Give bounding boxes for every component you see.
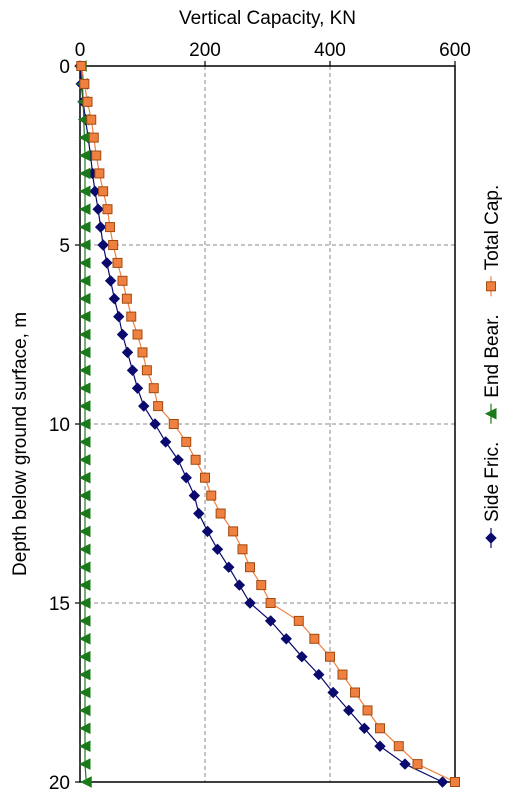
data-point [93, 204, 103, 214]
y-axis-ticks: 0 5 10 15 20 [49, 57, 80, 794]
data-point [181, 473, 191, 483]
y-tick-label: 15 [49, 594, 70, 615]
data-point [207, 491, 216, 500]
data-point [133, 383, 143, 393]
data-point [95, 169, 104, 178]
data-point [118, 330, 128, 340]
data-point [161, 437, 171, 447]
data-point [142, 366, 151, 375]
legend-item: End Bear. [482, 314, 503, 423]
data-point [400, 759, 410, 769]
data-point [102, 258, 112, 268]
legend: Side Fric. End Bear. Total Cap. [482, 185, 503, 548]
data-point [486, 533, 496, 543]
x-tick-label: 200 [189, 40, 221, 61]
legend-label: Side Fric. [482, 442, 503, 522]
data-point [99, 187, 108, 196]
data-point [189, 491, 199, 501]
y-tick-label: 20 [49, 773, 70, 794]
data-point [351, 688, 360, 697]
data-point [92, 151, 101, 160]
y-tick-label: 5 [59, 236, 70, 257]
x-tick-label: 0 [75, 40, 86, 61]
data-point [191, 455, 200, 464]
x-tick-label: 600 [439, 40, 471, 61]
data-point [363, 706, 372, 715]
data-point [123, 347, 133, 357]
data-point [89, 133, 98, 142]
y-tick-label: 10 [49, 415, 70, 436]
data-point [138, 348, 147, 357]
data-point [118, 276, 127, 285]
data-point [87, 115, 96, 124]
data-point [310, 634, 319, 643]
data-point [139, 401, 149, 411]
data-point [128, 365, 138, 375]
data-point [80, 79, 89, 88]
data-point [113, 258, 122, 267]
data-point [213, 544, 223, 554]
data-point [438, 777, 448, 787]
data-point [394, 742, 403, 751]
data-point [294, 616, 303, 625]
data-point [238, 545, 247, 554]
data-point [114, 312, 124, 322]
legend-item: Total Cap. [482, 185, 503, 297]
data-point [106, 223, 115, 232]
y-axis-title: Depth below ground surface, m [10, 312, 31, 576]
x-tick-label: 400 [314, 40, 346, 61]
data-point [234, 580, 244, 590]
data-point [216, 509, 225, 518]
y-tick-label: 0 [59, 57, 70, 78]
legend-label: End Bear. [482, 314, 503, 397]
data-point [109, 241, 118, 250]
data-point [96, 222, 106, 232]
data-point [224, 562, 234, 572]
data-point [257, 581, 266, 590]
x-axis-ticks: 0 200 400 600 [75, 40, 471, 66]
data-point [149, 384, 158, 393]
data-point [326, 652, 335, 661]
data-point [194, 509, 204, 519]
data-point [182, 437, 191, 446]
data-point [451, 778, 460, 787]
data-point [103, 205, 112, 214]
data-point [266, 599, 275, 608]
data-point [487, 282, 496, 291]
data-point [127, 312, 136, 321]
data-point [203, 526, 213, 536]
x-axis-title: Vertical Capacity, KN [179, 8, 356, 29]
data-point [173, 455, 183, 465]
data-point [154, 402, 163, 411]
data-point [246, 563, 255, 572]
gridlines [80, 66, 455, 782]
data-point [106, 276, 116, 286]
data-point [109, 294, 119, 304]
data-point [201, 473, 210, 482]
data-point [229, 527, 238, 536]
data-point [83, 97, 92, 106]
data-point [150, 419, 160, 429]
data-point [376, 724, 385, 733]
legend-item: Side Fric. [482, 442, 503, 548]
data-point [338, 670, 347, 679]
legend-label: Total Cap. [482, 185, 503, 271]
data-point [169, 420, 178, 429]
data-point [133, 330, 142, 339]
data-point [413, 760, 422, 769]
data-point [98, 240, 108, 250]
data-point [122, 294, 131, 303]
data-point [77, 62, 86, 71]
